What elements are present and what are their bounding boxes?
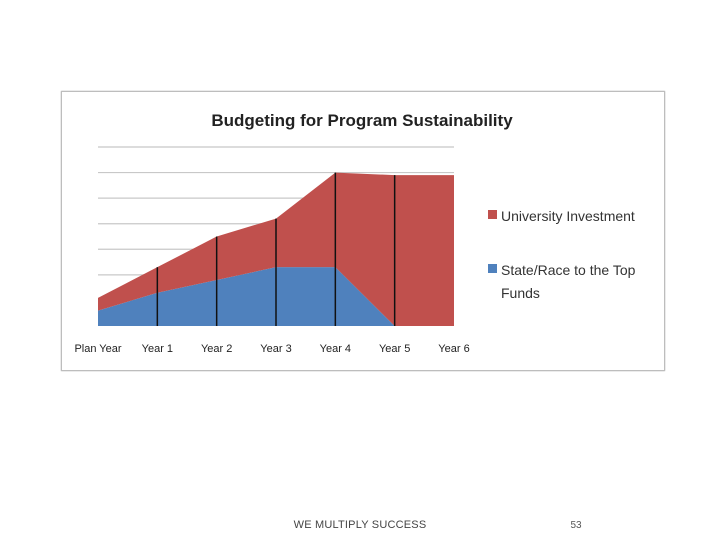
legend-label-line: State/Race to the Top (501, 262, 636, 278)
x-tick-label: Year 1 (142, 343, 173, 355)
legend: University Investment State/Race to the … (488, 208, 636, 301)
x-tick-labels: Plan Year Year 1 Year 2 Year 3 Year 4 Year 5 Y… (74, 343, 469, 355)
legend-label-university: University Investment (501, 208, 635, 224)
x-tick-label: Year 6 (438, 343, 469, 355)
legend-swatch-university (488, 210, 497, 219)
x-tick-label: Year 2 (201, 343, 232, 355)
footer-text: WE MULTIPLY SUCCESS (293, 519, 427, 531)
area-chart: Budgeting for Program Sustainability Pla… (74, 111, 636, 355)
x-tick-label: Year 3 (260, 343, 291, 355)
page-number: 53 (570, 520, 582, 531)
vertical-markers (156, 172, 396, 326)
legend-swatch-state-funds (488, 264, 497, 273)
chart-frame: Budgeting for Program Sustainability Pla… (61, 91, 665, 371)
x-tick-label: Year 5 (379, 343, 410, 355)
x-tick-label: Plan Year (74, 343, 121, 355)
legend-label-line: Funds (501, 285, 540, 301)
legend-label-state-funds: State/Race to the Top Funds (501, 262, 636, 301)
chart-title: Budgeting for Program Sustainability (211, 111, 513, 130)
x-tick-label: Year 4 (320, 343, 351, 355)
